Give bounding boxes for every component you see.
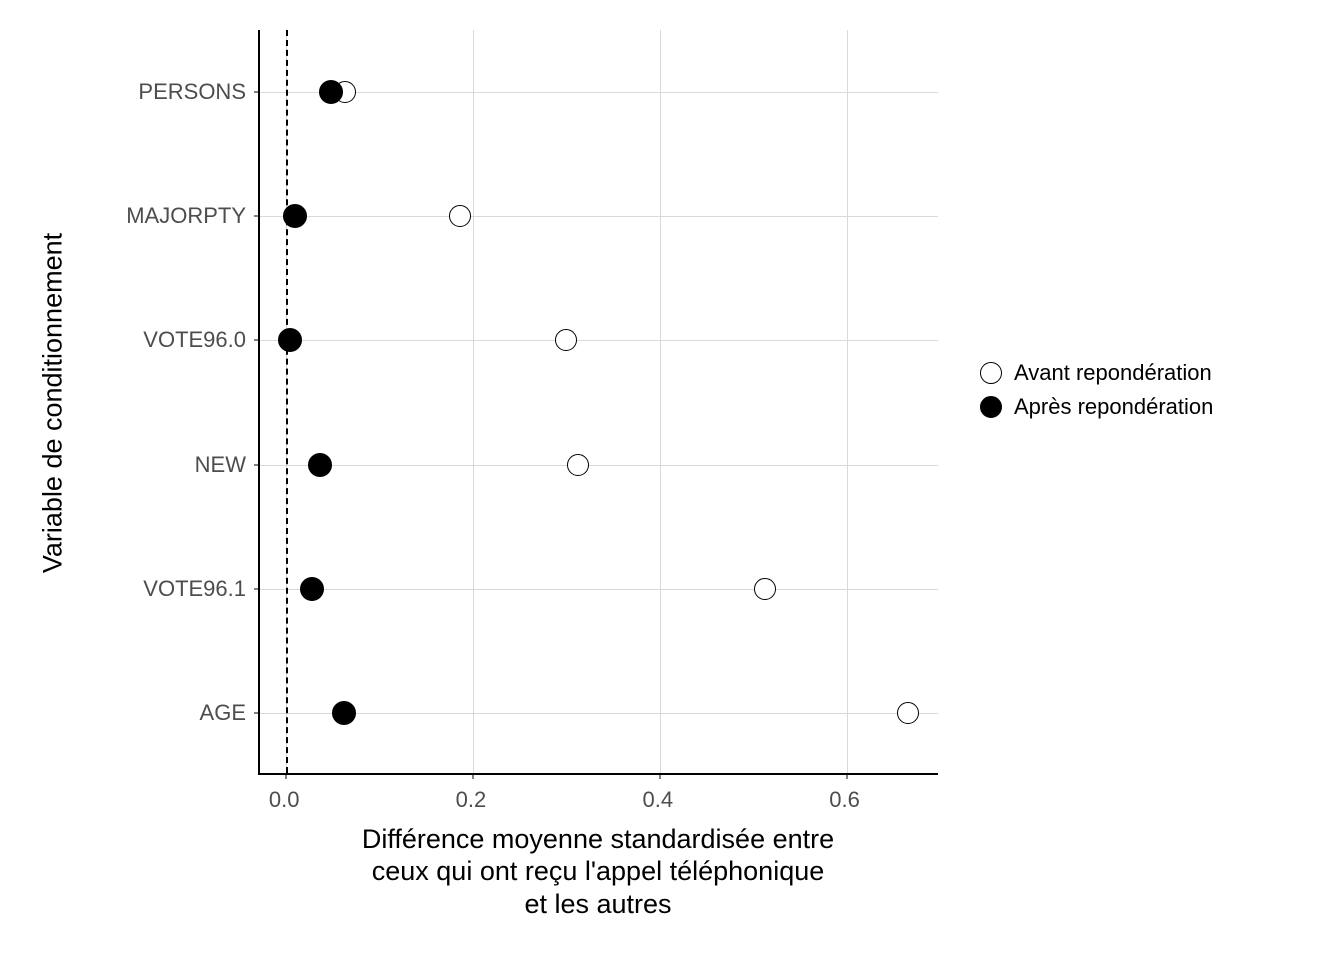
y-tick-label: NEW: [195, 452, 246, 478]
y-tick-label: MAJORPTY: [126, 203, 246, 229]
legend-item: Avant repondération: [980, 360, 1213, 386]
x-tick-mark: [846, 773, 847, 779]
data-point: [308, 453, 332, 477]
legend-marker: [980, 362, 1002, 384]
plot-area: [258, 30, 938, 775]
x-tick-mark: [286, 773, 287, 779]
chart-container: Variable de conditionnement Différence m…: [0, 0, 1344, 960]
grid-line-horizontal: [260, 589, 938, 590]
grid-line-horizontal: [260, 465, 938, 466]
y-tick-mark: [254, 340, 260, 341]
grid-line-horizontal: [260, 92, 938, 93]
data-point: [283, 204, 307, 228]
legend-label: Après repondération: [1014, 394, 1213, 420]
x-tick-label: 0.0: [269, 787, 300, 813]
data-point: [555, 329, 577, 351]
x-axis-title-line: Différence moyenne standardisée entre: [248, 823, 948, 855]
data-point: [567, 454, 589, 476]
grid-line-vertical: [660, 30, 661, 773]
x-axis-title-line: ceux qui ont reçu l'appel téléphonique: [248, 855, 948, 887]
y-axis-title: Variable de conditionnement: [38, 232, 69, 572]
y-tick-mark: [254, 216, 260, 217]
legend: Avant repondération Après repondération: [980, 360, 1213, 428]
data-point: [319, 80, 343, 104]
grid-line-vertical: [473, 30, 474, 773]
data-point: [754, 578, 776, 600]
grid-line-horizontal: [260, 713, 938, 714]
y-tick-mark: [254, 92, 260, 93]
x-tick-label: 0.2: [456, 787, 487, 813]
legend-label: Avant repondération: [1014, 360, 1212, 386]
x-tick-mark: [472, 773, 473, 779]
grid-line-vertical: [847, 30, 848, 773]
y-tick-label: VOTE96.1: [143, 576, 246, 602]
x-tick-label: 0.6: [829, 787, 860, 813]
zero-reference-line: [286, 30, 288, 773]
grid-line-horizontal: [260, 216, 938, 217]
x-axis-title-line: et les autres: [248, 888, 948, 920]
data-point: [897, 702, 919, 724]
data-point: [449, 205, 471, 227]
x-axis-title: Différence moyenne standardisée entreceu…: [248, 823, 948, 920]
legend-item: Après repondération: [980, 394, 1213, 420]
y-tick-mark: [254, 588, 260, 589]
y-tick-mark: [254, 712, 260, 713]
y-tick-mark: [254, 464, 260, 465]
data-point: [278, 328, 302, 352]
y-tick-label: AGE: [200, 700, 246, 726]
legend-marker: [980, 396, 1002, 418]
y-tick-label: PERSONS: [138, 79, 246, 105]
grid-line-horizontal: [260, 340, 938, 341]
y-tick-label: VOTE96.0: [143, 327, 246, 353]
x-tick-mark: [659, 773, 660, 779]
data-point: [332, 701, 356, 725]
x-tick-label: 0.4: [642, 787, 673, 813]
data-point: [300, 577, 324, 601]
